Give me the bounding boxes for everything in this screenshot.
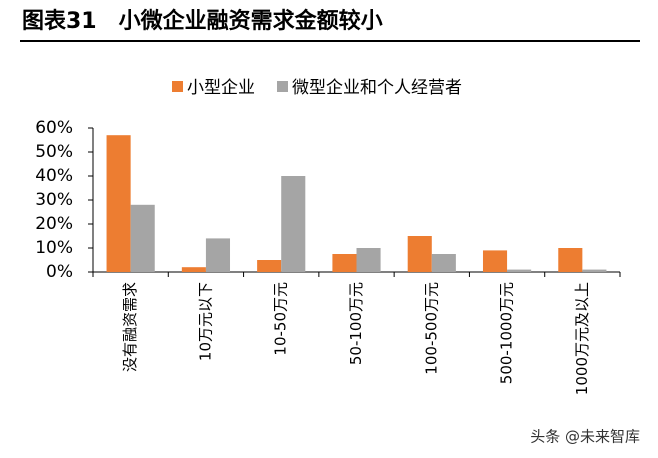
bar xyxy=(130,204,155,272)
watermark: 头条 @未来智库 xyxy=(530,428,640,446)
x-tick-label: 10万元以下 xyxy=(196,282,214,361)
x-tick-label: 1000万元及以上 xyxy=(573,282,591,395)
y-tick-label: 60% xyxy=(35,118,73,138)
x-tick-label: 500-1000万元 xyxy=(498,282,516,384)
y-tick-label: 0% xyxy=(46,262,73,282)
legend-label: 微型企业和个人经营者 xyxy=(292,78,462,98)
y-tick-label: 40% xyxy=(35,166,73,186)
y-tick-label: 50% xyxy=(35,142,73,162)
bar xyxy=(356,248,381,272)
x-tick-label: 50-100万元 xyxy=(347,282,365,365)
y-tick-label: 30% xyxy=(35,190,73,210)
bar xyxy=(582,269,607,272)
chart-title: 图表31 小微企业融资需求金额较小 xyxy=(22,8,383,34)
bar xyxy=(106,135,131,272)
x-tick-label: 100-500万元 xyxy=(422,282,440,375)
y-tick-label: 10% xyxy=(35,238,73,258)
bar xyxy=(407,236,432,272)
bar xyxy=(181,267,206,272)
bar xyxy=(482,250,508,272)
bar xyxy=(257,260,282,272)
x-tick-label: 10-50万元 xyxy=(272,282,290,356)
legend-swatch xyxy=(172,81,183,92)
bar xyxy=(332,254,357,272)
legend-swatch xyxy=(277,81,288,92)
x-tick-label: 没有融资需求 xyxy=(121,282,139,372)
y-tick-label: 20% xyxy=(35,214,73,234)
bar xyxy=(558,248,583,272)
bar xyxy=(281,176,306,272)
bar xyxy=(507,269,532,272)
legend-label: 小型企业 xyxy=(187,78,255,98)
bar xyxy=(205,238,231,272)
bar xyxy=(431,254,456,272)
